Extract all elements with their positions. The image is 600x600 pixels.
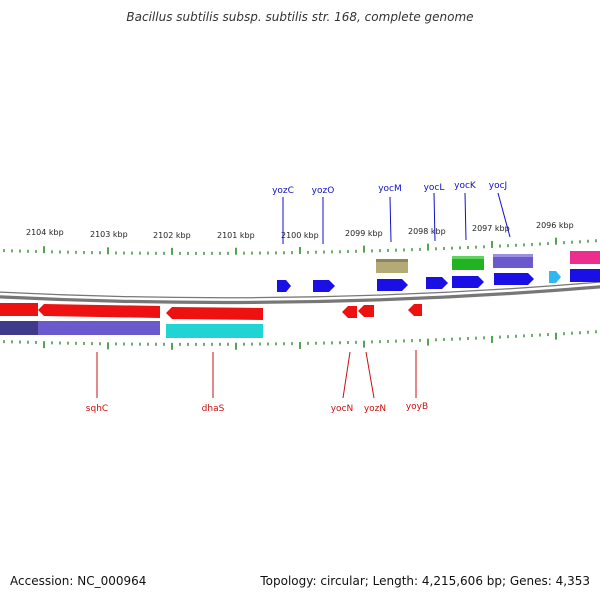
gene-arrow-dhas[interactable] [166,307,263,320]
gene-block-yocj-product-top [493,254,533,257]
leader-line-yock [464,192,467,241]
gene-arrow-small-cyan[interactable] [549,271,561,283]
gene-label-yozc: yozC [272,186,294,196]
gene-arrow-yozo[interactable] [313,280,335,292]
kbp-label: 2096 kbp [536,221,574,230]
tick-marks-top [3,237,597,255]
reverse-strand-genes [0,303,422,338]
gene-label-yocm: yocM [378,184,402,194]
gene-label-yocl: yocL [424,183,445,193]
gene-label-yozo: yozO [312,186,335,196]
gene-block-yocm-product-top [376,259,408,262]
tick-marks-bottom [3,330,597,350]
gene-label-yoyb: yoyB [406,402,428,412]
leader-line-yocl [433,192,436,242]
gene-block-yocj-product[interactable] [493,255,533,268]
gene-label-dhas: dhaS [202,404,225,414]
genome-title: Bacillus subtilis subsp. subtilis str. 1… [126,10,474,24]
gene-label-sqhc: sqhC [86,404,108,414]
kbp-label: 2100 kbp [281,231,319,240]
kbp-label: 2104 kbp [26,228,64,237]
gene-arrow-yocj[interactable] [494,273,534,285]
leader-line-yocn [342,351,351,399]
gene-label-yocj: yocJ [489,181,507,191]
gene-arrow-yocn[interactable] [342,306,357,318]
bottom-gene-leaders [96,350,417,399]
gene-label-yock: yocK [454,181,477,191]
gene-label-yozn: yozN [364,404,386,414]
accession-label: Accession: NC_000964 [10,574,147,588]
kbp-scale: 2104 kbp 2103 kbp 2102 kbp 2101 kbp 2100… [26,221,574,240]
gene-arrow-yocl[interactable] [426,277,448,289]
gene-block-sqhc-product[interactable] [0,321,160,335]
kbp-label: 2097 kbp [472,224,510,233]
gene-block-yocm-product[interactable] [376,260,408,273]
top-gene-labels: yozC yozO yocM yocL yocK yocJ [272,181,507,196]
gene-arrow-yozn[interactable] [358,305,374,317]
gene-block-yock-product-top [452,256,484,259]
genome-backbone-highlight [0,282,600,301]
forward-strand-genes [277,251,600,292]
genome-summary: Topology: circular; Length: 4,215,606 bp… [260,574,590,588]
gene-block-yock-product[interactable] [452,257,484,270]
gene-arrow-yoyb[interactable] [408,304,422,316]
gene-label-yocn: yocN [331,404,354,414]
gene-arrow-yozc[interactable] [277,280,291,292]
leader-line-yocj [497,192,511,238]
kbp-label: 2098 kbp [408,227,446,236]
leader-line-yocm [389,196,392,243]
gene-block-edge-left-red[interactable] [0,303,38,316]
top-gene-leaders [282,192,511,244]
bottom-gene-labels: sqhC dhaS yocN yozN yoyB [86,402,428,414]
gene-block-sqhc-product-shade [0,321,38,335]
gene-arrow-sqhc[interactable] [38,304,160,318]
gene-arrow-yock[interactable] [452,276,484,288]
gene-arrow-yocm[interactable] [377,279,408,291]
kbp-label: 2102 kbp [153,231,191,240]
gene-block-edge-blue[interactable] [570,269,600,282]
kbp-label: 2099 kbp [345,229,383,238]
kbp-label: 2103 kbp [90,230,128,239]
kbp-label: 2101 kbp [217,231,255,240]
gene-block-dhas-product[interactable] [166,324,263,338]
gene-block-edge-pink[interactable] [570,251,600,264]
leader-line-yozn [365,351,375,399]
